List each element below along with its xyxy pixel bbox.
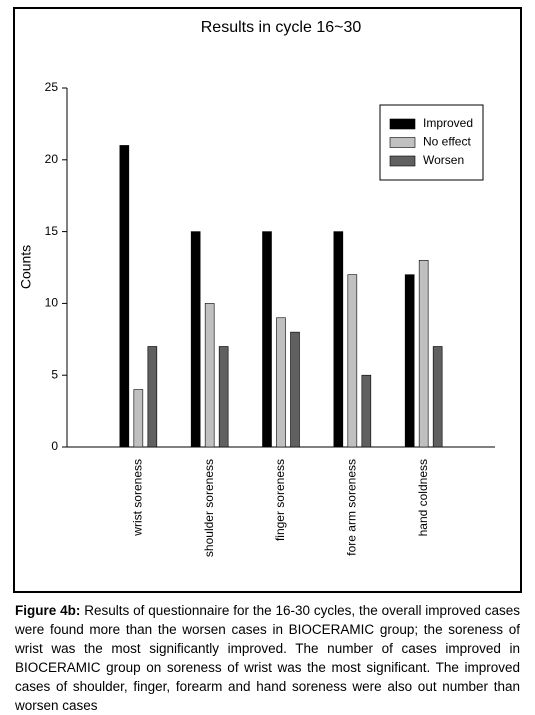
caption: Figure 4b: Results of questionnaire for … — [15, 601, 520, 715]
bar — [333, 231, 344, 448]
legend-swatch — [389, 118, 416, 130]
x-tick-label: wrist soreness — [131, 459, 145, 537]
legend-swatch — [389, 137, 416, 148]
bar — [347, 274, 358, 448]
frame — [13, 7, 522, 593]
y-tick-label: 20 — [45, 152, 59, 166]
y-tick-label: 5 — [51, 367, 58, 381]
y-tick-label: 25 — [45, 80, 59, 94]
chart: Results in cycle 16~30 Counts 0 5 10 15 20 25… — [13, 7, 522, 593]
bar — [361, 374, 372, 448]
bar — [276, 317, 286, 448]
x-tick-label: finger soreness — [273, 459, 287, 541]
bar — [204, 303, 215, 448]
bar — [190, 231, 201, 448]
x-tick-label: shoulder soreness — [202, 459, 216, 557]
legend-swatch — [389, 155, 416, 167]
caption-text: Results of questionnaire for the 16-30 c… — [15, 603, 520, 713]
bar — [147, 346, 158, 448]
y-tick-label: 10 — [45, 296, 59, 310]
bar — [119, 145, 130, 448]
legend-label: No effect — [423, 135, 471, 149]
bar — [133, 389, 144, 448]
legend-label: Improved — [423, 116, 473, 130]
y-tick-label: 15 — [45, 224, 59, 238]
y-tick-label: 0 — [51, 439, 58, 453]
caption-label: Figure 4b: — [15, 603, 81, 618]
bar — [432, 346, 443, 448]
bar — [262, 231, 272, 448]
bar — [290, 331, 300, 448]
chart-title: Results in cycle 16~30 — [201, 19, 362, 36]
bar — [404, 274, 415, 448]
x-tick-label: hand coldness — [416, 459, 430, 536]
bar — [218, 346, 229, 448]
x-tick-label: fore arm soreness — [345, 459, 359, 556]
bar — [418, 260, 429, 448]
y-axis-label: Counts — [18, 245, 34, 289]
legend-label: Worsen — [423, 153, 464, 167]
